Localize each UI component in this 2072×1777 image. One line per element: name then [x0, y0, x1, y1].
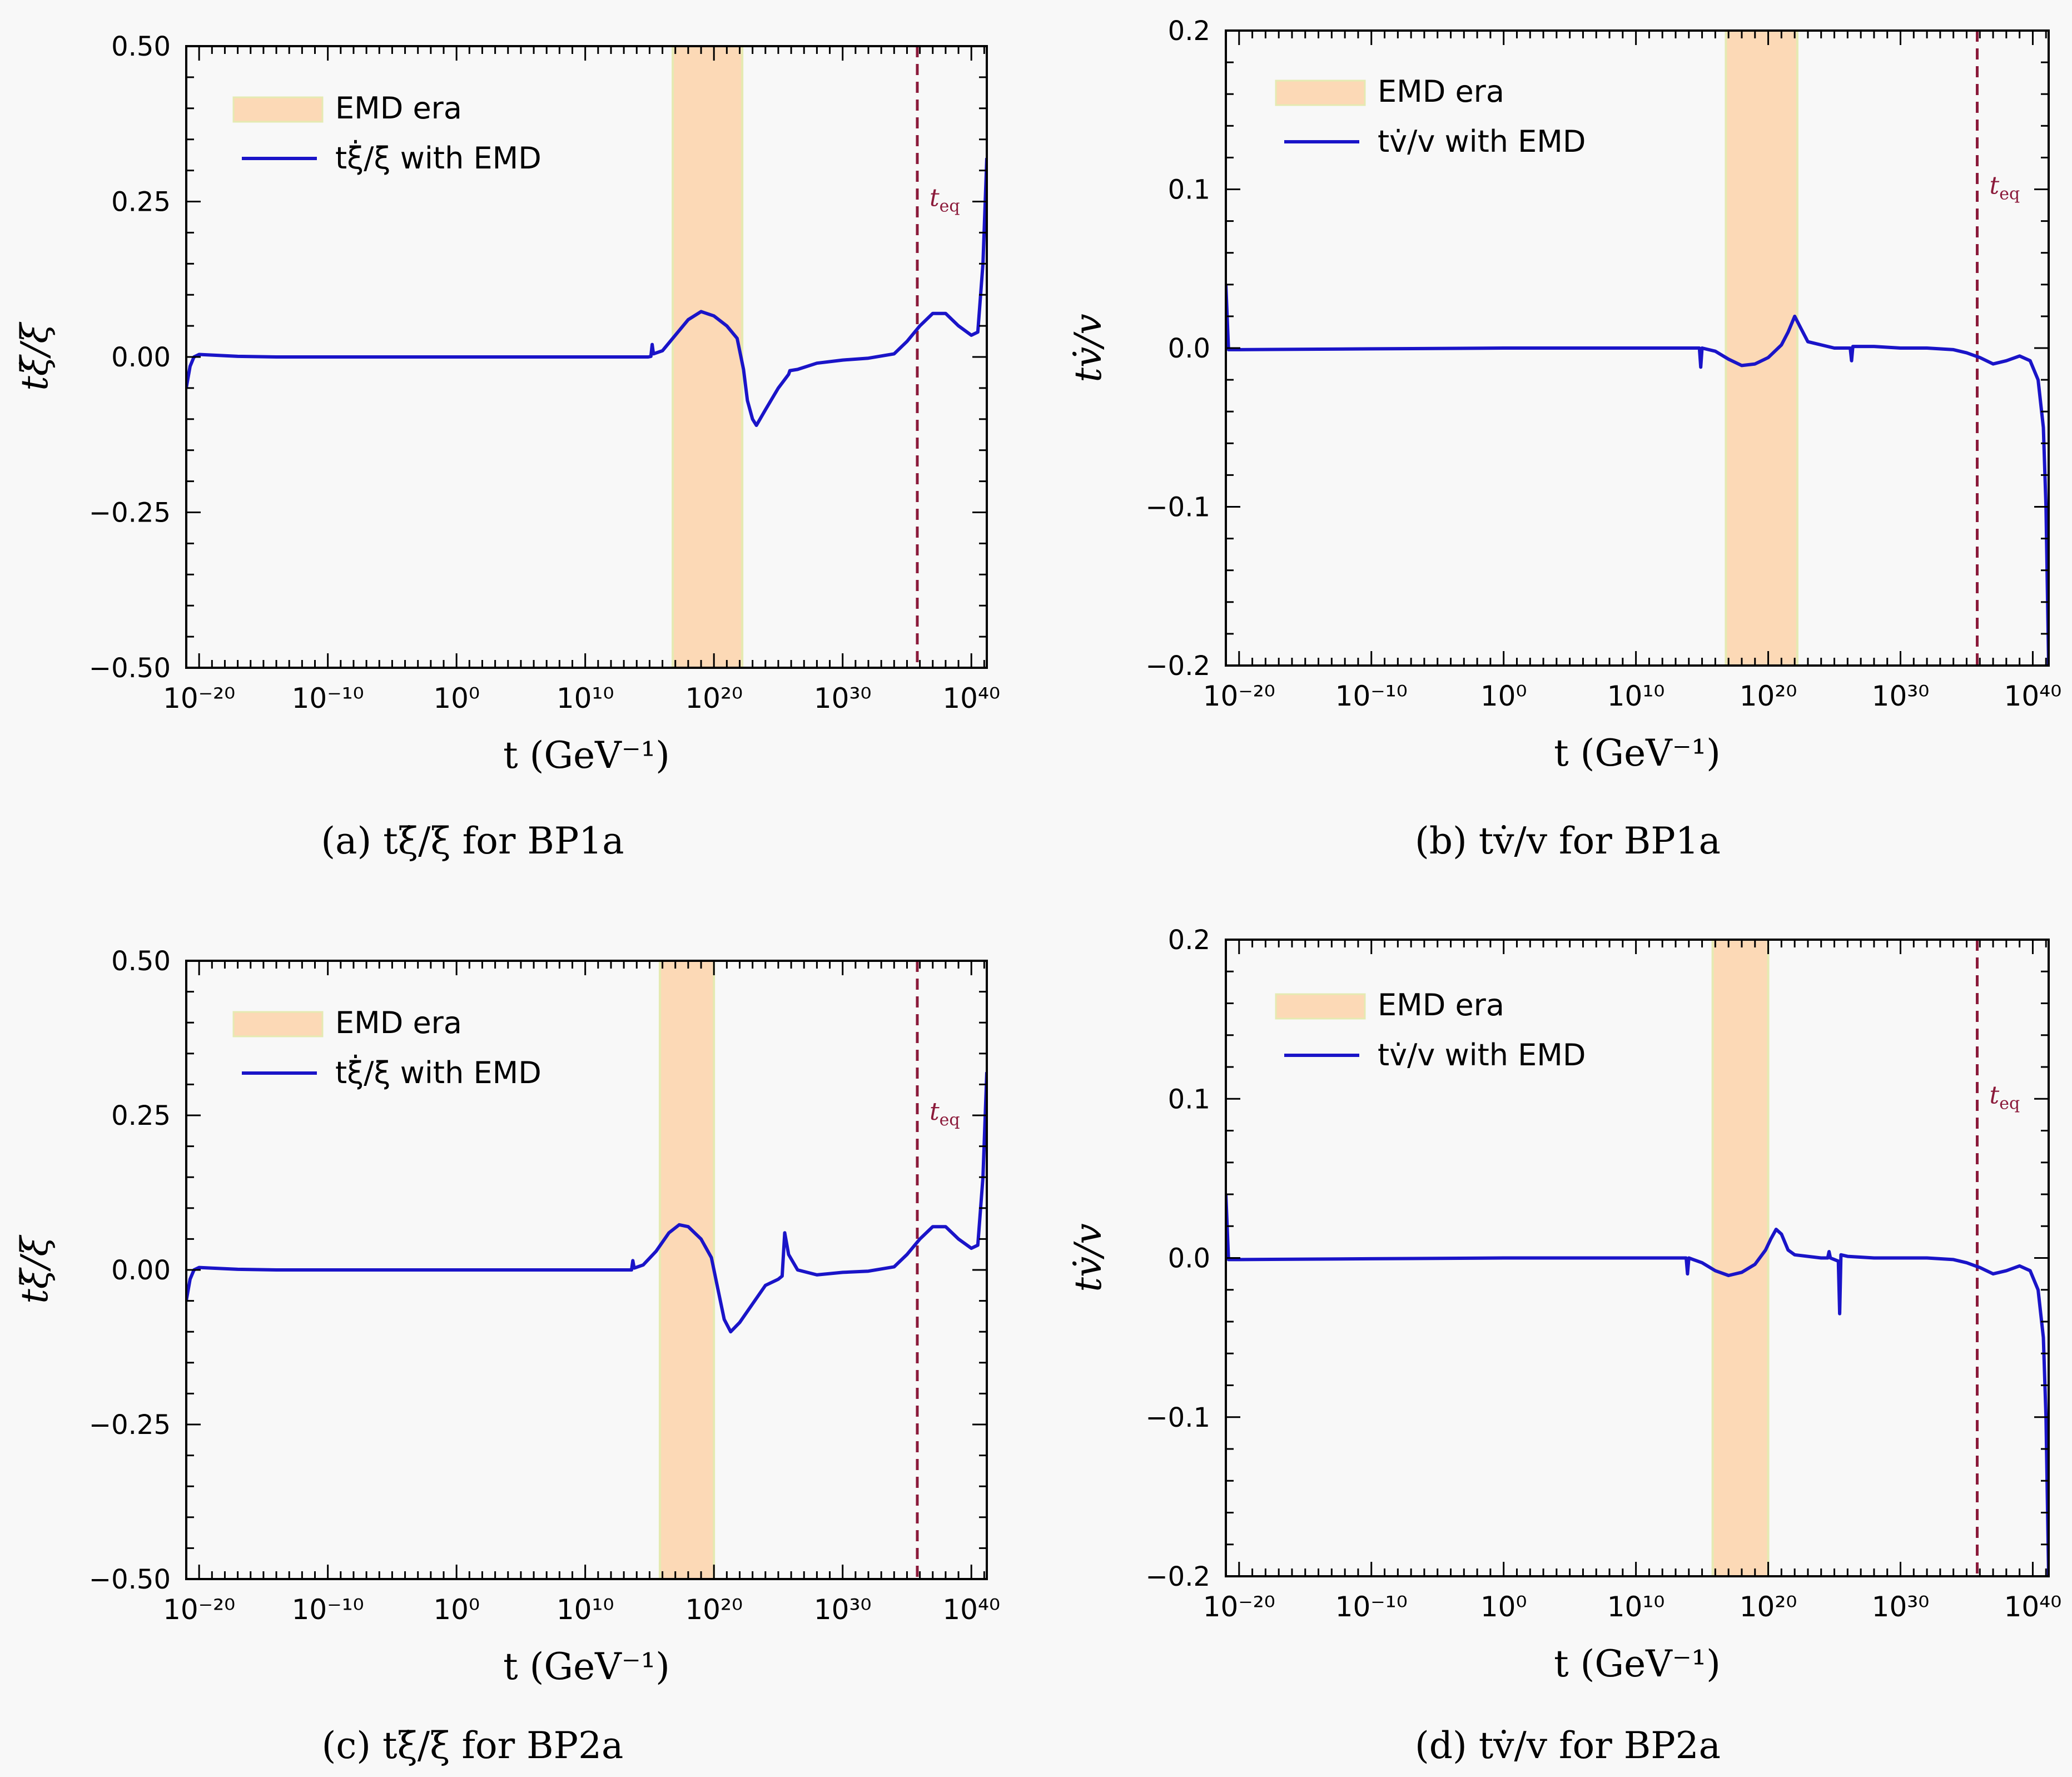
legend-band-label: EMD era [335, 1005, 462, 1040]
legend-band-label: EMD era [1378, 987, 1504, 1022]
y-tick-label: −0.25 [89, 1409, 171, 1441]
y-tick-label: 0.2 [1168, 16, 1210, 47]
t-eq-label: teq [1990, 1081, 2020, 1113]
emd-era-band [672, 45, 744, 669]
y-axis-label: tξ̇/ξ [13, 1234, 56, 1304]
x-axis-label: t (GeV⁻¹) [1554, 732, 1721, 775]
subcaption: (a) tξ̇/ξ for BP1a [321, 820, 624, 862]
x-tick-label: 10⁴⁰ [942, 1594, 1000, 1626]
x-tick-label: 10³⁰ [1872, 680, 1930, 712]
legend-line-label: tv̇/v with EMD [1378, 1038, 1586, 1073]
y-tick-label: 0.0 [1168, 333, 1210, 364]
y-tick-label: 0.50 [111, 946, 171, 977]
y-tick-label: −0.2 [1145, 651, 1210, 682]
y-tick-label: 0.00 [111, 1255, 171, 1286]
y-tick-label: 0.00 [111, 342, 171, 373]
y-tick-label: −0.50 [89, 653, 171, 684]
x-tick-label: 10⁰ [1480, 680, 1527, 712]
x-tick-label: 10⁻¹⁰ [1335, 680, 1408, 712]
y-tick-label: 0.2 [1168, 925, 1210, 956]
subcaption: (b) tv̇/v for BP1a [1415, 820, 1721, 862]
series-line [1226, 1194, 2049, 1576]
x-axis-label: t (GeV⁻¹) [503, 734, 670, 777]
y-tick-label: −0.25 [89, 498, 171, 529]
legend-band-swatch [1275, 80, 1366, 106]
x-axis-label: t (GeV⁻¹) [1554, 1642, 1721, 1685]
t-eq-label: teq [930, 1098, 960, 1130]
x-tick-label: 10⁴⁰ [2004, 680, 2062, 712]
x-tick-label: 10²⁰ [685, 682, 743, 714]
x-tick-label: 10⁴⁰ [942, 682, 1000, 714]
x-tick-label: 10⁰ [433, 682, 480, 714]
x-tick-label: 10¹⁰ [556, 1594, 614, 1626]
y-tick-label: −0.2 [1145, 1561, 1210, 1592]
x-tick-label: 10³⁰ [1872, 1591, 1930, 1623]
x-tick-label: 10⁻¹⁰ [292, 682, 364, 714]
series-line [186, 158, 987, 427]
y-tick-label: −0.1 [1145, 1402, 1210, 1433]
t-eq-label: teq [930, 184, 960, 216]
legend-band-swatch [1275, 993, 1366, 1020]
x-tick-label: 10⁻¹⁰ [292, 1594, 364, 1626]
y-tick-label: 0.1 [1168, 1084, 1210, 1115]
x-tick-label: 10⁻²⁰ [1203, 680, 1275, 712]
x-tick-label: 10⁰ [433, 1594, 480, 1626]
chart-panel-2: teq 10⁻²⁰ 10⁻¹⁰ 10⁰ 10¹⁰ 10²⁰ 10³⁰ 10⁴⁰ −0.2 −0.1… [1067, 16, 2061, 862]
x-tick-label: 10¹⁰ [1607, 680, 1665, 712]
chart-panel-4: teq 10⁻²⁰ 10⁻¹⁰ 10⁰ 10¹⁰ 10²⁰ 10³⁰ 10⁴⁰ −0.2 −0.1… [1067, 925, 2061, 1767]
x-tick-label: 10⁻²⁰ [163, 1594, 235, 1626]
y-tick-label: 0.1 [1168, 175, 1210, 206]
t-eq-label: teq [1990, 172, 2020, 204]
legend-band-label: EMD era [1378, 74, 1504, 109]
x-tick-label: 10²⁰ [685, 1594, 743, 1626]
x-tick-label: 10⁻²⁰ [1203, 1591, 1275, 1623]
series-line [186, 1072, 987, 1334]
legend-line-label: tξ̇/ξ with EMD [335, 140, 541, 176]
y-tick-label: 0.0 [1168, 1243, 1210, 1274]
y-axis-label: tξ̇/ξ [13, 321, 56, 391]
chart-panel-1: teq 10⁻²⁰ 10⁻¹⁰ 10⁰ 10¹⁰ 10²⁰ 10³⁰ 10⁴⁰ −0.50 −0.… [13, 31, 1000, 862]
y-tick-label: −0.50 [89, 1564, 171, 1595]
x-tick-label: 10⁻¹⁰ [1335, 1591, 1408, 1623]
x-tick-label: 10²⁰ [1740, 1591, 1797, 1623]
x-tick-label: 10⁻²⁰ [163, 682, 235, 714]
y-tick-label: 0.25 [111, 187, 171, 218]
legend-band-swatch [232, 96, 324, 123]
x-tick-label: 10⁴⁰ [2004, 1591, 2062, 1623]
x-tick-label: 10⁰ [1480, 1591, 1527, 1623]
x-tick-label: 10²⁰ [1740, 680, 1797, 712]
x-tick-label: 10¹⁰ [1607, 1591, 1665, 1623]
y-axis-label: tv̇/v [1067, 314, 1110, 382]
x-tick-label: 10³⁰ [814, 682, 872, 714]
emd-era-band [1725, 29, 1798, 667]
y-tick-label: 0.25 [111, 1100, 171, 1131]
legend-line-label: tξ̇/ξ with EMD [335, 1054, 541, 1090]
y-tick-label: 0.50 [111, 31, 171, 62]
legend-band-swatch [232, 1011, 324, 1038]
subcaption: (c) tξ̇/ξ for BP2a [322, 1724, 624, 1767]
chart-panel-3: teq 10⁻²⁰ 10⁻¹⁰ 10⁰ 10¹⁰ 10²⁰ 10³⁰ 10⁴⁰ −0.50 −0.… [13, 946, 1000, 1767]
x-tick-label: 10³⁰ [814, 1594, 872, 1626]
y-tick-label: −0.1 [1145, 492, 1210, 523]
series-line [1226, 284, 2049, 666]
x-axis-label: t (GeV⁻¹) [503, 1645, 670, 1688]
emd-era-band [658, 960, 715, 1580]
y-axis-label: tv̇/v [1067, 1223, 1110, 1292]
legend-line-label: tv̇/v with EMD [1378, 124, 1586, 159]
x-tick-label: 10¹⁰ [556, 682, 614, 714]
subcaption: (d) tv̇/v for BP2a [1415, 1724, 1721, 1767]
legend-band-label: EMD era [335, 91, 462, 126]
